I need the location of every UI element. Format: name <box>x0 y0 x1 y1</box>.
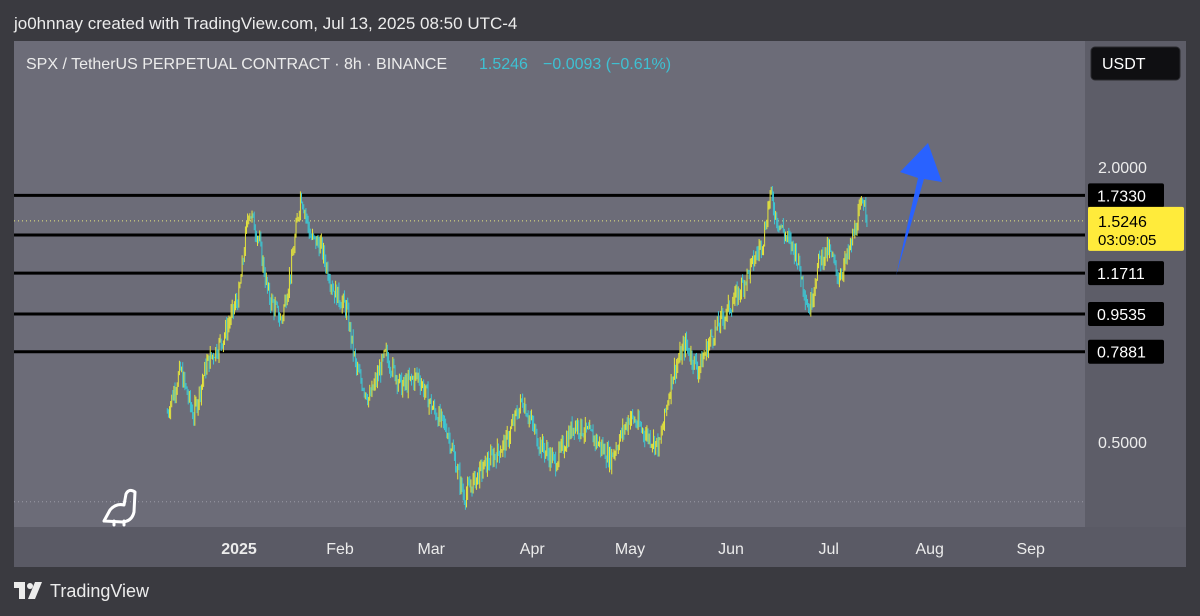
chart-caption: jo0hnnay created with TradingView.com, J… <box>14 14 518 33</box>
level-label-box <box>1088 261 1164 286</box>
level-label: 0.9535 <box>1097 307 1146 324</box>
time-tick-label: Feb <box>326 541 354 558</box>
level-label: 1.7330 <box>1097 188 1146 205</box>
level-label: 1.1711 <box>1097 266 1145 283</box>
time-tick-label: Jun <box>718 541 744 558</box>
time-tick-label: Mar <box>417 541 445 558</box>
currency-button[interactable]: USDT <box>1090 46 1181 81</box>
dinosaur-icon <box>102 488 137 527</box>
bar-countdown-label: 03:09:05 <box>1098 232 1156 249</box>
level-label-box <box>1088 301 1164 326</box>
time-tick-label: Sep <box>1016 541 1045 558</box>
plot-pane[interactable] <box>14 41 1085 527</box>
currency-label: USDT <box>1102 56 1146 73</box>
level-label: 0.7881 <box>1097 345 1146 362</box>
time-tick-label: Aug <box>915 541 943 558</box>
price-tick-label: 2.0000 <box>1098 160 1147 177</box>
legend-change: −0.0093 (−0.61%) <box>543 56 671 73</box>
time-scale[interactable] <box>14 527 1186 567</box>
time-axis-labels: 2025 Feb Mar Apr May Jun Jul Aug Sep <box>221 541 1045 558</box>
time-tick-label: May <box>615 541 645 558</box>
time-tick-label: 2025 <box>221 541 257 558</box>
footer: TradingView <box>14 580 149 602</box>
candles <box>166 185 868 510</box>
time-tick-label: Apr <box>520 541 546 558</box>
price-axis-labels: 2.00000.50001.73301.42001.17110.95350.78… <box>1088 160 1184 452</box>
tradingview-logo-icon <box>14 582 42 599</box>
price-tick-label: 0.5000 <box>1098 435 1147 452</box>
current-price-label-box <box>1088 206 1184 251</box>
level-label-box <box>1088 183 1164 208</box>
up-arrow-drawing[interactable] <box>896 143 942 276</box>
level-label-box <box>1088 339 1164 364</box>
time-tick-label: Jul <box>818 541 838 558</box>
arrow-annotation <box>896 143 942 276</box>
brand-name: TradingView <box>50 580 150 601</box>
symbol-legend: SPX / TetherUS PERPETUAL CONTRACT · 8h ·… <box>26 56 447 73</box>
current-price-label: 1.5246 <box>1098 214 1147 231</box>
legend-last-price: 1.5246 <box>479 56 528 73</box>
